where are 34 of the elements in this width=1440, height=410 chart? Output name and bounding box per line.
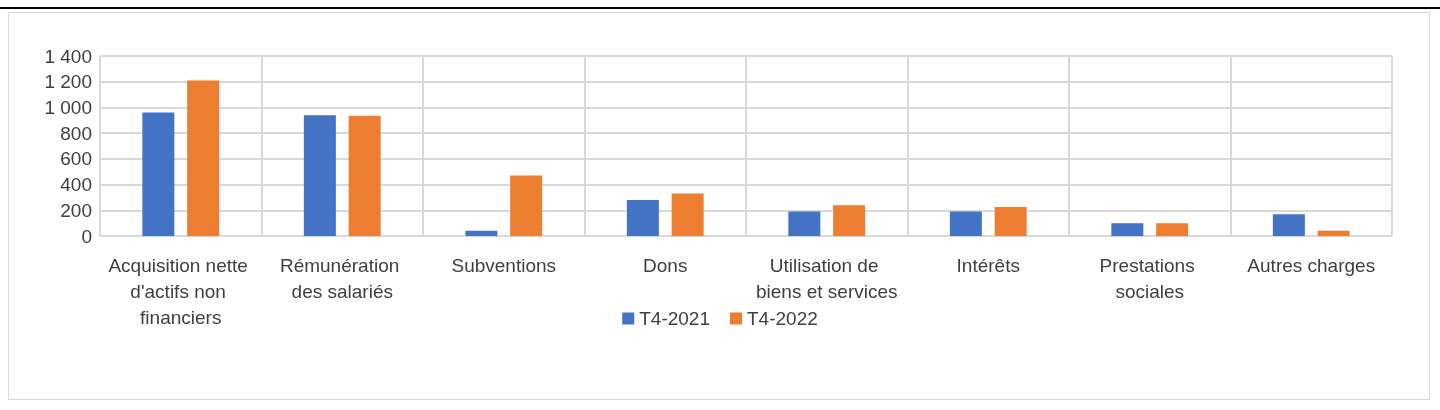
x-tick-label: Acquisition nette d'actifs non financiers xyxy=(108,254,254,328)
y-tick-label: 400 xyxy=(60,174,92,196)
y-tick-label: 800 xyxy=(60,122,92,144)
bar xyxy=(949,211,982,236)
bar xyxy=(994,207,1027,236)
bar xyxy=(187,80,220,236)
bar xyxy=(626,200,659,236)
x-tick-label: Prestations sociales xyxy=(1099,254,1200,302)
bar xyxy=(303,115,336,236)
x-tick-label: Rémunération des salariés xyxy=(279,254,405,302)
bar xyxy=(1111,223,1144,236)
legend-label: T4-2022 xyxy=(747,308,818,329)
bar xyxy=(1156,223,1189,236)
y-tick-label: 1 400 xyxy=(44,45,92,67)
bar xyxy=(833,205,866,236)
y-tick-label: 1 000 xyxy=(44,96,92,118)
x-tick-label: Utilisation de biens et services xyxy=(755,254,898,302)
y-tick-label: 200 xyxy=(60,199,92,221)
bar xyxy=(1317,230,1350,236)
y-tick-label: 1 200 xyxy=(44,71,92,93)
x-tick-label: Autres charges xyxy=(1247,254,1376,276)
bar xyxy=(465,230,498,236)
bar xyxy=(1272,214,1305,236)
bar xyxy=(788,211,821,236)
legend-label: T4-2021 xyxy=(639,308,711,329)
bar xyxy=(142,112,175,236)
x-tick-label: Intérêts xyxy=(956,254,1020,276)
bar xyxy=(348,115,381,236)
x-tick-label: Dons xyxy=(643,254,688,276)
y-tick-label: 0 xyxy=(81,225,92,247)
x-tick-label: Subventions xyxy=(451,254,557,276)
bar xyxy=(510,175,543,236)
y-tick-label: 600 xyxy=(60,148,92,170)
bar xyxy=(671,193,704,236)
